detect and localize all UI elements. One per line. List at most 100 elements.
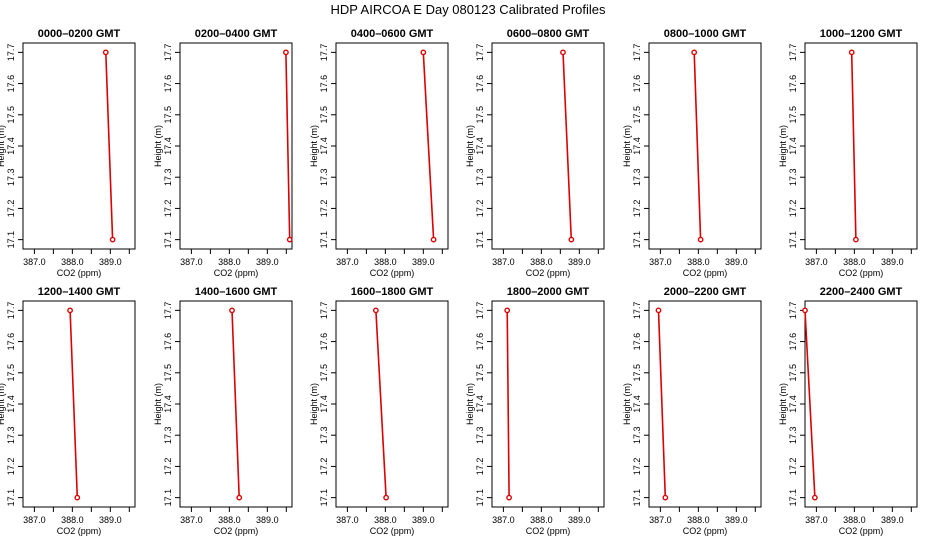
x-tick-label: 387.0 xyxy=(805,257,828,267)
y-tick-label: 17.1 xyxy=(163,231,173,249)
plot-frame xyxy=(22,300,136,508)
y-tick-label: 17.4 xyxy=(475,137,485,155)
y-tick-label: 17.4 xyxy=(319,137,329,155)
panel-title: 1400–1600 GMT xyxy=(195,286,278,298)
profile-line xyxy=(375,310,387,498)
data-point xyxy=(811,494,818,501)
y-tick-label: 17.1 xyxy=(475,489,485,507)
x-axis-label: CO2 (ppm) xyxy=(370,268,415,278)
profile-line xyxy=(850,52,857,240)
y-tick-label: 17.4 xyxy=(319,395,329,413)
y-tick-label: 17.1 xyxy=(632,489,642,507)
profile-line xyxy=(422,52,435,240)
data-point xyxy=(697,236,704,243)
x-axis-label: CO2 (ppm) xyxy=(57,268,102,278)
y-tick-label: 17.2 xyxy=(632,200,642,218)
plot-frame xyxy=(804,42,918,250)
y-tick-label: 17.2 xyxy=(163,458,173,476)
x-tick-label: 389.0 xyxy=(881,515,904,525)
profile-line xyxy=(69,310,79,498)
page-title: HDP AIRCOA E Day 080123 Calibrated Profi… xyxy=(330,2,606,17)
y-tick-label: 17.7 xyxy=(475,302,485,320)
y-axis-label: Height (m) xyxy=(0,125,6,167)
profile-line xyxy=(105,52,114,240)
x-tick-label: 389.0 xyxy=(568,515,591,525)
y-axis-label: Height (m) xyxy=(153,383,163,425)
profile-line xyxy=(693,52,702,240)
profile-line xyxy=(657,310,667,498)
y-tick-label: 17.5 xyxy=(788,364,798,382)
y-tick-label: 17.5 xyxy=(163,364,173,382)
y-tick-label: 17.6 xyxy=(6,333,16,351)
x-tick-label: 387.0 xyxy=(649,515,672,525)
y-tick-label: 17.3 xyxy=(163,168,173,186)
y-tick-label: 17.4 xyxy=(632,137,642,155)
data-point xyxy=(67,307,73,314)
plot-frame xyxy=(335,300,449,508)
y-tick-label: 17.7 xyxy=(788,302,798,320)
y-tick-label: 17.4 xyxy=(632,395,642,413)
panel-title: 2000–2200 GMT xyxy=(664,286,747,298)
y-axis-label: Height (m) xyxy=(778,383,788,425)
y-tick-label: 17.1 xyxy=(788,489,798,507)
x-axis-label: CO2 (ppm) xyxy=(683,268,728,278)
profile-line xyxy=(804,310,816,498)
x-tick-label: 388.0 xyxy=(218,257,241,267)
data-point xyxy=(506,494,512,501)
y-tick-label: 17.6 xyxy=(475,333,485,351)
y-tick-label: 17.7 xyxy=(163,44,173,62)
y-tick-label: 17.5 xyxy=(6,106,16,124)
y-tick-label: 17.2 xyxy=(475,458,485,476)
y-tick-label: 17.1 xyxy=(6,231,16,249)
y-tick-label: 17.3 xyxy=(632,426,642,444)
data-point xyxy=(236,494,243,501)
y-tick-label: 17.4 xyxy=(163,395,173,413)
y-tick-label: 17.5 xyxy=(163,106,173,124)
panel-title: 0000–0200 GMT xyxy=(38,28,121,40)
y-tick-label: 17.3 xyxy=(6,168,16,186)
y-tick-label: 17.5 xyxy=(632,364,642,382)
y-tick-label: 17.7 xyxy=(6,44,16,62)
y-tick-label: 17.3 xyxy=(319,168,329,186)
y-tick-label: 17.2 xyxy=(6,458,16,476)
x-tick-label: 388.0 xyxy=(218,515,241,525)
y-tick-label: 17.6 xyxy=(319,333,329,351)
x-tick-label: 389.0 xyxy=(725,257,748,267)
data-point xyxy=(848,49,855,56)
x-axis-label: CO2 (ppm) xyxy=(57,526,102,536)
y-tick-label: 17.3 xyxy=(163,426,173,444)
x-tick-label: 388.0 xyxy=(843,257,866,267)
y-tick-label: 17.2 xyxy=(319,458,329,476)
y-tick-label: 17.2 xyxy=(475,200,485,218)
x-tick-label: 388.0 xyxy=(530,257,553,267)
data-point xyxy=(102,49,109,56)
y-tick-label: 17.6 xyxy=(788,75,798,93)
plot-frame xyxy=(179,42,293,250)
y-axis-label: Height (m) xyxy=(309,383,319,425)
x-tick-label: 388.0 xyxy=(687,515,710,525)
y-tick-label: 17.4 xyxy=(788,137,798,155)
y-axis-label: Height (m) xyxy=(309,125,319,167)
data-point xyxy=(420,49,427,56)
plot-frame xyxy=(335,42,449,250)
panel-title: 0800–1000 GMT xyxy=(664,28,747,40)
y-tick-label: 17.5 xyxy=(6,364,16,382)
y-axis-label: Height (m) xyxy=(153,125,163,167)
y-tick-label: 17.1 xyxy=(319,231,329,249)
panel-title: 1000–1200 GMT xyxy=(820,28,903,40)
y-tick-label: 17.3 xyxy=(319,426,329,444)
y-tick-label: 17.1 xyxy=(788,231,798,249)
panel-title: 1600–1800 GMT xyxy=(351,286,434,298)
y-tick-label: 17.7 xyxy=(319,44,329,62)
y-tick-label: 17.4 xyxy=(163,137,173,155)
x-tick-label: 387.0 xyxy=(492,257,515,267)
data-point xyxy=(74,494,81,501)
y-tick-label: 17.6 xyxy=(632,333,642,351)
